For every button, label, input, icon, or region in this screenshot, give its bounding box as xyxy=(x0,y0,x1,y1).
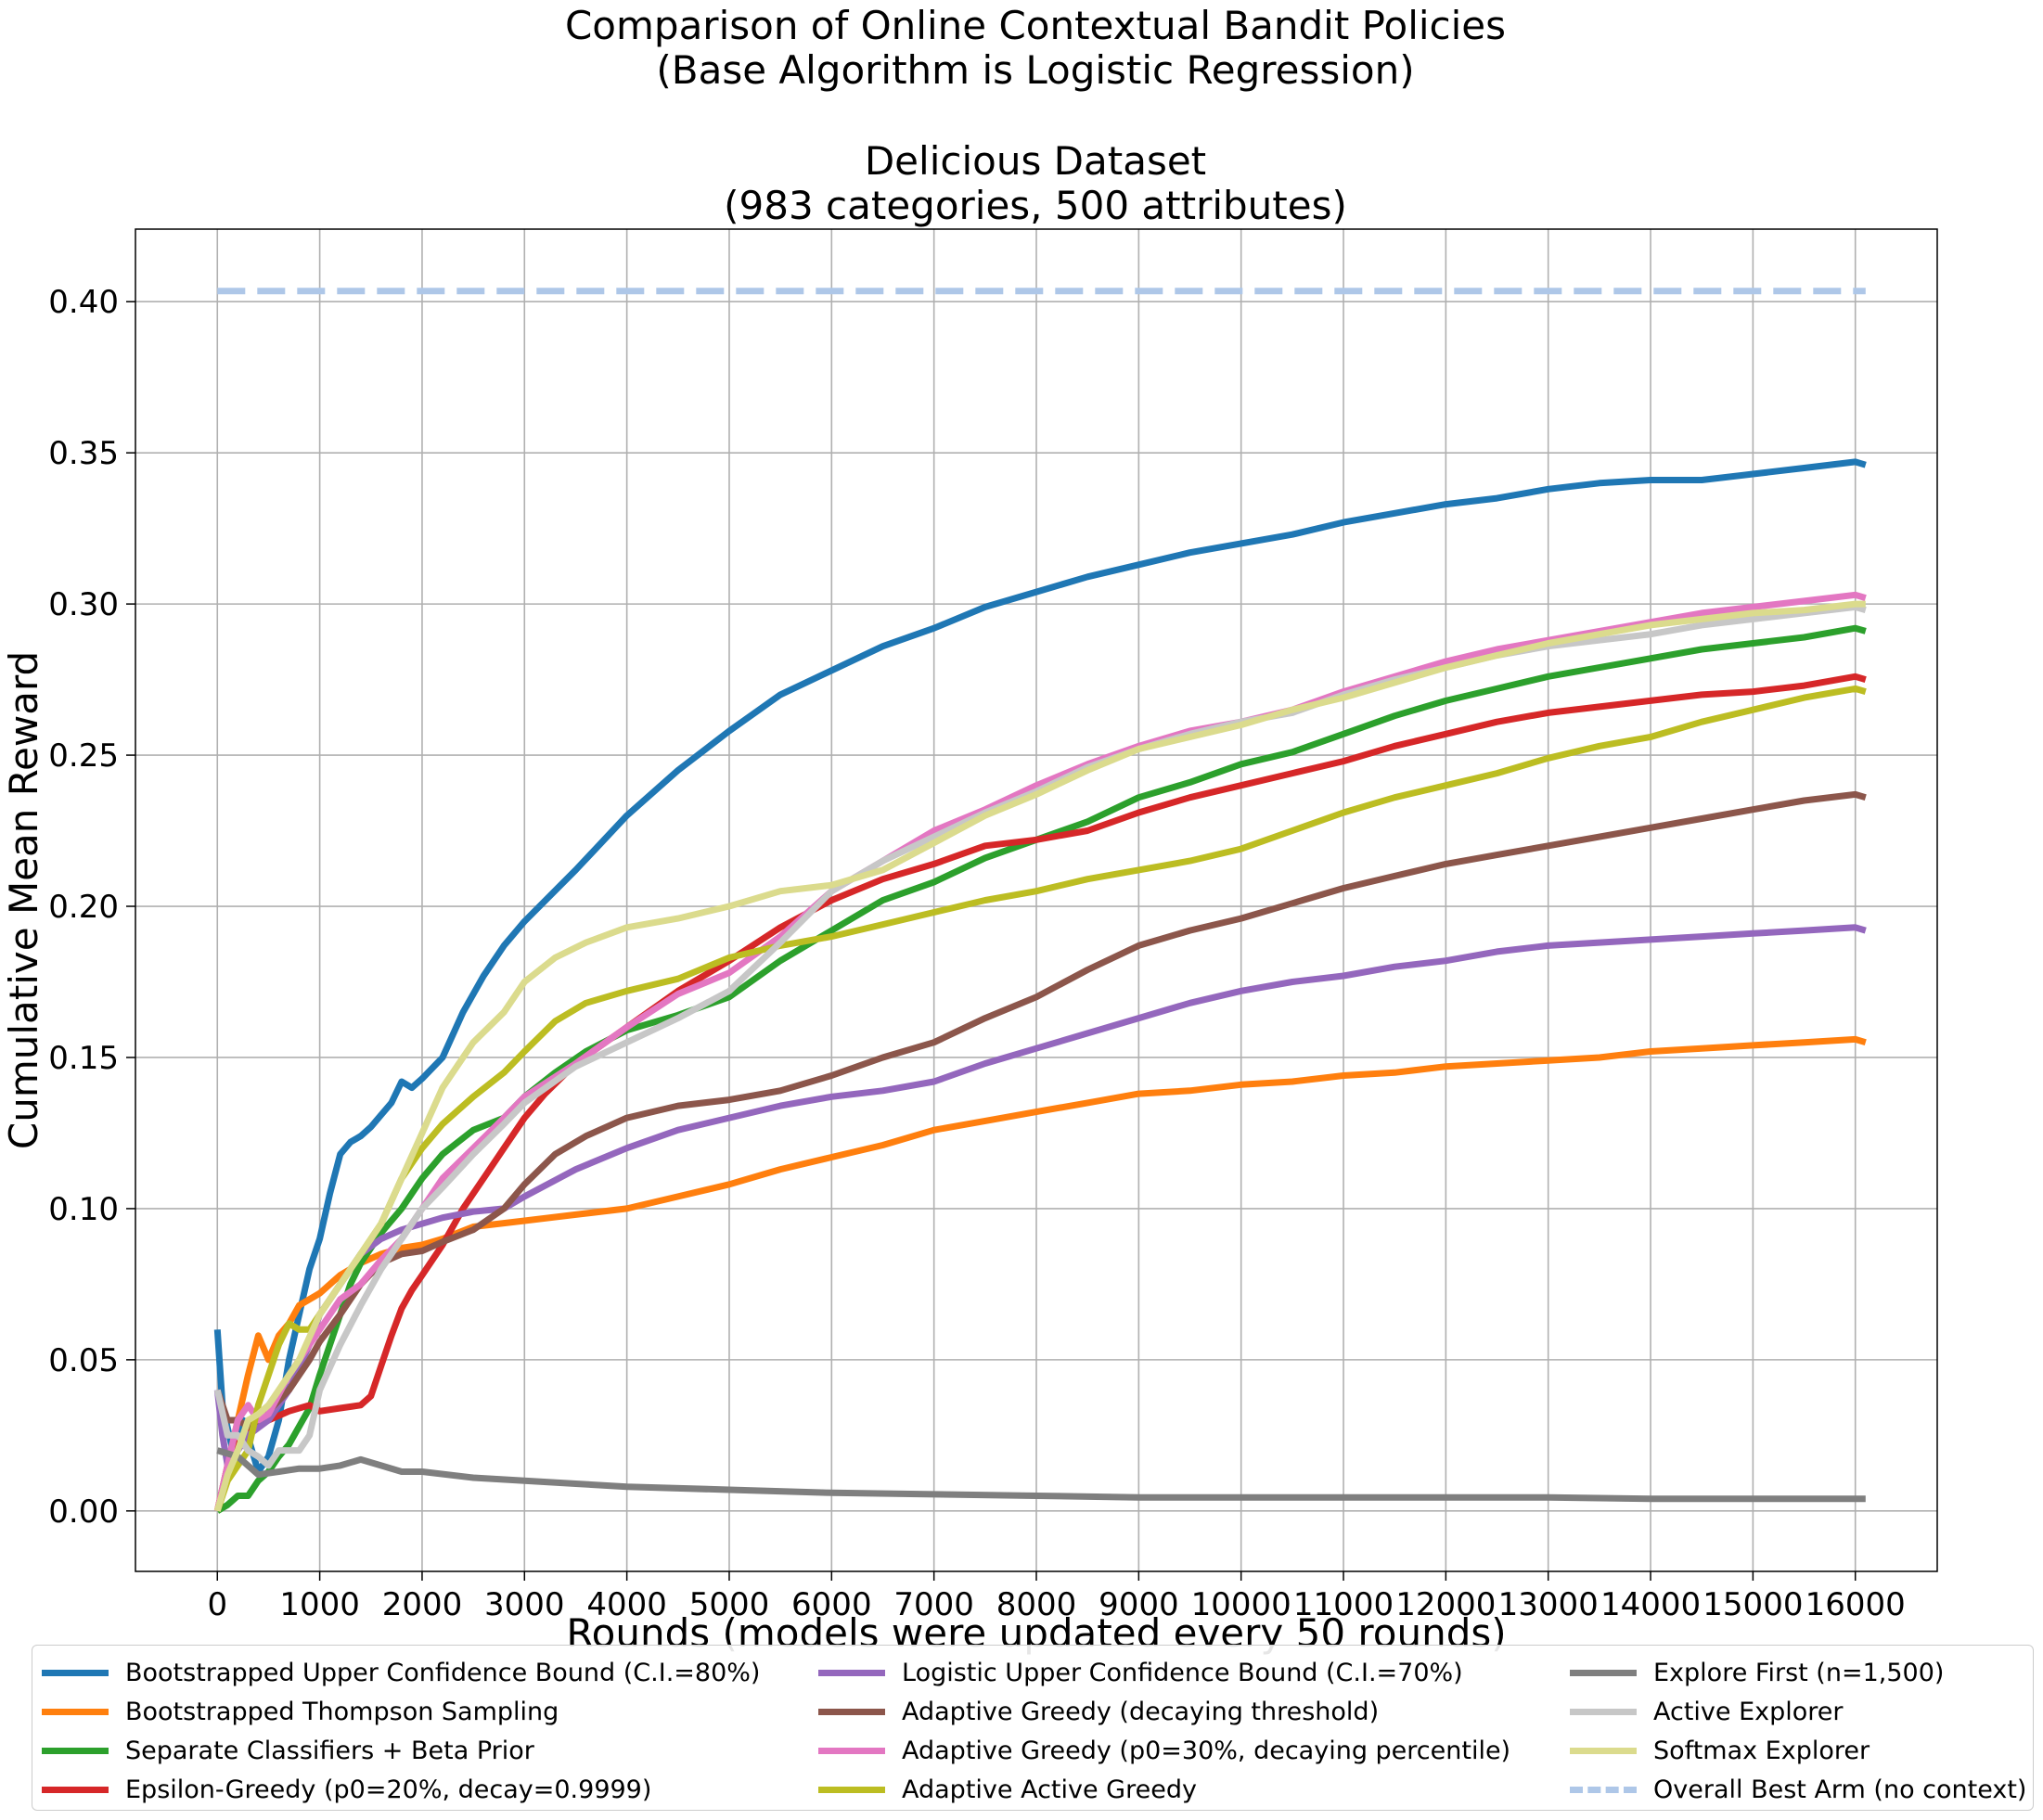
legend-label: Explore First (n=1,500) xyxy=(1653,1658,1945,1687)
chart-title: Comparison of Online Contextual Bandit P… xyxy=(565,3,1506,228)
legend-item: Active Explorer xyxy=(1570,1692,1844,1731)
legend-swatch xyxy=(818,1708,885,1715)
legend-label: Bootstrapped Thompson Sampling xyxy=(125,1697,559,1726)
legend-item: Adaptive Greedy (p0=30%, decaying percen… xyxy=(818,1731,1510,1770)
x-tick-label: 5000 xyxy=(689,1586,770,1623)
legend-item: Overall Best Arm (no context) xyxy=(1570,1770,2026,1809)
legend-swatch xyxy=(818,1786,885,1793)
legend-label: Active Explorer xyxy=(1653,1697,1844,1726)
title-line: Delicious Dataset xyxy=(865,138,1206,184)
x-tick-label: 6000 xyxy=(791,1586,872,1623)
x-tick-label: 0 xyxy=(207,1586,227,1623)
series-line xyxy=(213,458,1867,1475)
x-tick-label: 2000 xyxy=(382,1586,463,1623)
x-tick-label: 4000 xyxy=(586,1586,667,1623)
legend-item: Epsilon-Greedy (p0=20%, decay=0.9999) xyxy=(42,1770,651,1809)
legend-swatch xyxy=(42,1708,109,1715)
legend-item: Bootstrapped Upper Confidence Bound (C.I… xyxy=(42,1653,760,1692)
series-line xyxy=(215,624,1867,1514)
legend-item: Separate Classifiers + Beta Prior xyxy=(42,1731,534,1770)
y-tick-label: 0.20 xyxy=(48,889,119,926)
title-line: Comparison of Online Contextual Bandit P… xyxy=(565,3,1506,48)
legend-label: Adaptive Active Greedy xyxy=(902,1775,1197,1804)
title-line: (Base Algorithm is Logistic Regression) xyxy=(656,47,1414,93)
grid xyxy=(135,229,1937,1571)
y-tick-label: 0.30 xyxy=(48,586,119,623)
legend: Bootstrapped Upper Confidence Bound (C.I… xyxy=(32,1645,2034,1811)
legend-label: Adaptive Greedy (p0=30%, decaying percen… xyxy=(902,1736,1511,1765)
legend-swatch xyxy=(1570,1669,1637,1676)
legend-item: Softmax Explorer xyxy=(1570,1731,1870,1770)
legend-swatch xyxy=(42,1747,109,1754)
series-line xyxy=(213,1035,1867,1512)
series-line xyxy=(216,1447,1866,1503)
legend-swatch xyxy=(818,1747,885,1754)
y-tick-label: 0.40 xyxy=(48,284,119,321)
legend-swatch xyxy=(818,1669,885,1676)
y-axis-label: Cumulative Mean Reward xyxy=(1,651,46,1149)
y-tick-label: 0.35 xyxy=(48,435,119,472)
x-tick-label: 1000 xyxy=(279,1586,360,1623)
y-tick-label: 0.10 xyxy=(48,1191,119,1228)
x-tick-label: 12000 xyxy=(1395,1586,1496,1623)
x-tick-label: 10000 xyxy=(1191,1586,1291,1623)
x-axis-ticks: 0 1000 2000 3000 4000 5000 6000 7000 8000 9000 100… xyxy=(207,1571,1906,1623)
legend-swatch xyxy=(1570,1747,1637,1754)
y-axis-ticks: 0.00 0.05 0.10 0.15 0.20 0.25 0.30 0.35 0.40 xyxy=(48,284,135,1531)
legend-item: Logistic Upper Confidence Bound (C.I.=70… xyxy=(818,1653,1463,1692)
legend-label: Epsilon-Greedy (p0=20%, decay=0.9999) xyxy=(125,1775,652,1804)
series-lines xyxy=(213,288,1867,1514)
legend-swatch xyxy=(1570,1786,1637,1793)
legend-item: Bootstrapped Thompson Sampling xyxy=(42,1692,559,1731)
y-tick-label: 0.15 xyxy=(48,1040,119,1077)
x-tick-label: 15000 xyxy=(1702,1586,1803,1623)
legend-label: Separate Classifiers + Beta Prior xyxy=(125,1736,534,1765)
y-tick-label: 0.05 xyxy=(48,1342,119,1379)
x-tick-label: 8000 xyxy=(996,1586,1077,1623)
x-tick-label: 11000 xyxy=(1293,1586,1394,1623)
legend-item: Explore First (n=1,500) xyxy=(1570,1653,1944,1692)
legend-swatch xyxy=(42,1786,109,1793)
legend-label: Overall Best Arm (no context) xyxy=(1653,1775,2027,1804)
x-tick-label: 14000 xyxy=(1600,1586,1701,1623)
series-line xyxy=(213,673,1867,1512)
x-tick-label: 13000 xyxy=(1498,1586,1599,1623)
series-line xyxy=(213,790,1867,1430)
series-line xyxy=(213,600,1866,1512)
title-line: (983 categories, 500 attributes) xyxy=(724,183,1347,228)
legend-label: Softmax Explorer xyxy=(1653,1736,1870,1765)
y-tick-label: 0.25 xyxy=(48,737,119,775)
x-tick-label: 16000 xyxy=(1805,1586,1906,1623)
legend-item: Adaptive Greedy (decaying threshold) xyxy=(818,1692,1379,1731)
legend-label: Logistic Upper Confidence Bound (C.I.=70… xyxy=(902,1658,1463,1687)
legend-label: Adaptive Greedy (decaying threshold) xyxy=(902,1697,1380,1726)
y-tick-label: 0.00 xyxy=(48,1493,119,1531)
x-tick-label: 3000 xyxy=(484,1586,565,1623)
legend-item: Adaptive Active Greedy xyxy=(818,1770,1197,1809)
series-line xyxy=(213,685,1867,1512)
series-line xyxy=(213,591,1867,1512)
x-tick-label: 7000 xyxy=(893,1586,974,1623)
x-tick-label: 9000 xyxy=(1099,1586,1179,1623)
legend-label: Bootstrapped Upper Confidence Bound (C.I… xyxy=(125,1658,761,1687)
legend-swatch xyxy=(1570,1708,1637,1715)
series-line xyxy=(213,603,1867,1469)
legend-swatch xyxy=(42,1669,109,1676)
